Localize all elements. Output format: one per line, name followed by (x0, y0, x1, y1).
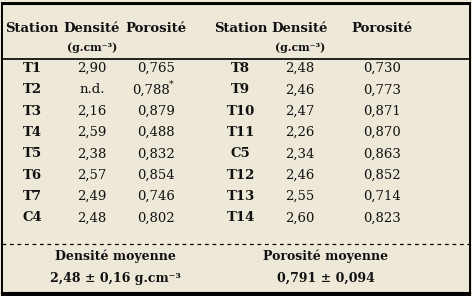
Text: Porosité: Porosité (352, 22, 413, 35)
Text: 0,863: 0,863 (363, 147, 401, 160)
Text: 0,714: 0,714 (363, 190, 401, 203)
Text: T5: T5 (23, 147, 42, 160)
Text: T6: T6 (23, 169, 42, 182)
Text: 0,879: 0,879 (137, 105, 175, 118)
Text: 0,870: 0,870 (363, 126, 401, 139)
Text: Densité: Densité (271, 22, 328, 35)
Text: Densité moyenne: Densité moyenne (55, 249, 176, 263)
Text: 2,59: 2,59 (77, 126, 107, 139)
Text: 2,57: 2,57 (77, 169, 107, 182)
Text: 2,55: 2,55 (285, 190, 314, 203)
Text: *: * (169, 80, 174, 89)
Text: (g.cm⁻³): (g.cm⁻³) (275, 42, 325, 53)
Text: T12: T12 (227, 169, 255, 182)
Text: T1: T1 (23, 62, 42, 75)
Text: 2,46: 2,46 (285, 83, 314, 96)
Text: T13: T13 (227, 190, 255, 203)
Text: T10: T10 (227, 105, 255, 118)
Text: Station: Station (5, 22, 59, 35)
Text: 0,871: 0,871 (363, 105, 401, 118)
Text: T7: T7 (23, 190, 42, 203)
Text: 2,48: 2,48 (77, 211, 107, 224)
Text: C5: C5 (231, 147, 251, 160)
Text: 2,38: 2,38 (77, 147, 107, 160)
Text: 2,34: 2,34 (285, 147, 314, 160)
Text: 0,832: 0,832 (137, 147, 175, 160)
Text: 0,488: 0,488 (137, 126, 175, 139)
Text: 2,26: 2,26 (285, 126, 314, 139)
Text: Porosité: Porosité (125, 22, 186, 35)
Text: T4: T4 (23, 126, 42, 139)
Text: 2,16: 2,16 (77, 105, 107, 118)
Text: 0,746: 0,746 (137, 190, 175, 203)
Text: 2,46: 2,46 (285, 169, 314, 182)
FancyBboxPatch shape (2, 3, 470, 295)
Text: (g.cm⁻³): (g.cm⁻³) (67, 42, 117, 53)
Text: 2,48: 2,48 (285, 62, 314, 75)
Text: Densité: Densité (64, 22, 120, 35)
Text: T11: T11 (227, 126, 255, 139)
Text: Station: Station (214, 22, 268, 35)
Text: T8: T8 (231, 62, 250, 75)
Text: 2,90: 2,90 (77, 62, 107, 75)
Text: T9: T9 (231, 83, 250, 96)
Text: 0,823: 0,823 (363, 211, 401, 224)
Text: 0,730: 0,730 (363, 62, 401, 75)
Text: 2,47: 2,47 (285, 105, 314, 118)
Text: 2,48 ± 0,16 g.cm⁻³: 2,48 ± 0,16 g.cm⁻³ (50, 272, 181, 285)
Text: T3: T3 (23, 105, 42, 118)
Text: 0,791 ± 0,094: 0,791 ± 0,094 (277, 272, 375, 285)
Text: T14: T14 (227, 211, 255, 224)
Text: Porosité moyenne: Porosité moyenne (263, 249, 388, 263)
Text: 0,802: 0,802 (137, 211, 175, 224)
Text: 0,765: 0,765 (137, 62, 175, 75)
Text: 2,60: 2,60 (285, 211, 314, 224)
Text: 2,49: 2,49 (77, 190, 107, 203)
Text: T2: T2 (23, 83, 42, 96)
Text: 0,788: 0,788 (132, 83, 170, 96)
Text: C4: C4 (22, 211, 42, 224)
Text: 0,773: 0,773 (363, 83, 401, 96)
Text: 0,854: 0,854 (137, 169, 175, 182)
Text: n.d.: n.d. (79, 83, 105, 96)
Text: 0,852: 0,852 (363, 169, 401, 182)
